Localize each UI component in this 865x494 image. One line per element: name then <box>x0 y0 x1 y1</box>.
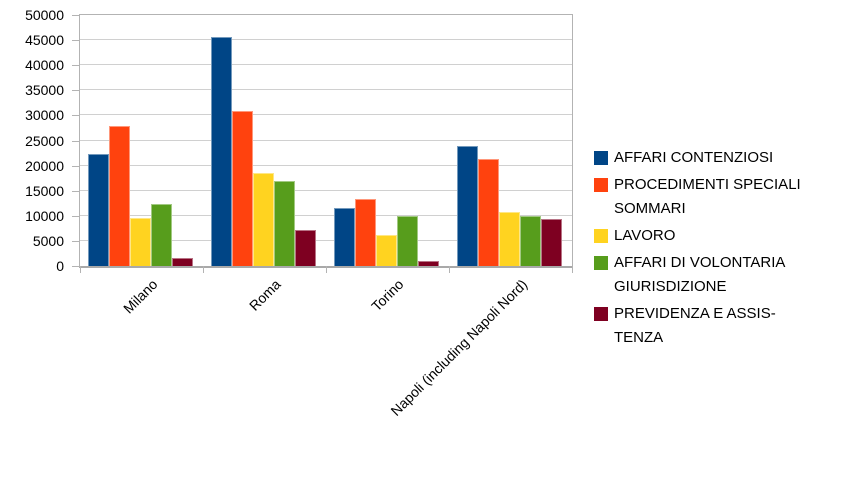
legend-item: PREVIDENZA E ASSIS- TENZA <box>594 302 864 350</box>
bar <box>541 219 562 266</box>
bar <box>499 212 520 266</box>
y-axis-tick <box>72 266 80 267</box>
bar <box>253 173 274 266</box>
legend-swatch <box>594 178 608 192</box>
bar <box>88 154 109 266</box>
gridline <box>80 239 572 241</box>
x-axis-tick <box>449 266 450 273</box>
x-axis-tick <box>203 266 204 273</box>
legend: AFFARI CONTENZIOSI PROCEDIMENTI SPECIALI S… <box>594 146 864 353</box>
y-axis-label: 30000 <box>25 107 64 124</box>
category-label: Napoli (including Napoli Nord) <box>386 276 530 419</box>
legend-item: AFFARI DI VOLONTARIA GIURISDIZIONE <box>594 251 864 299</box>
bar <box>151 204 172 266</box>
legend-swatch <box>594 229 608 243</box>
bar <box>172 258 193 266</box>
plot-area <box>79 14 573 268</box>
y-axis-label: 35000 <box>25 82 64 99</box>
category-label: Milano <box>120 276 161 317</box>
legend-item: LAVORO <box>594 224 864 248</box>
bar <box>520 216 541 266</box>
bar <box>232 111 253 266</box>
y-axis-tick <box>72 65 80 67</box>
y-axis-label: 45000 <box>25 32 64 49</box>
bar <box>478 159 499 266</box>
legend-label: AFFARI CONTENZIOSI <box>614 149 774 166</box>
y-axis-tick <box>72 90 80 92</box>
bar <box>295 230 316 266</box>
gridline <box>80 189 572 191</box>
y-axis-label: 40000 <box>25 57 64 74</box>
bar <box>355 199 376 266</box>
gridline <box>80 39 572 41</box>
y-axis-tick <box>72 15 80 16</box>
legend-label: PREVIDENZA E ASSIS- TENZA <box>614 305 776 346</box>
legend-label: LAVORO <box>614 227 676 244</box>
gridline <box>80 114 572 116</box>
bar <box>334 208 355 266</box>
bar <box>397 216 418 266</box>
legend-label: PROCEDIMENTI SPECIALI SOMMARI <box>614 176 801 217</box>
x-axis-tick <box>326 266 327 273</box>
y-axis-label: 20000 <box>25 157 64 174</box>
gridline <box>80 164 572 166</box>
y-axis-tick <box>72 115 80 117</box>
x-axis-tick <box>80 266 81 273</box>
gridline <box>80 139 572 141</box>
gridline <box>80 64 572 66</box>
gridline <box>80 214 572 216</box>
y-axis-label: 0 <box>56 258 64 274</box>
legend-item: PROCEDIMENTI SPECIALI SOMMARI <box>594 173 864 221</box>
legend-swatch <box>594 307 608 321</box>
y-axis-tick <box>72 40 80 42</box>
y-axis-tick <box>72 165 80 167</box>
bar <box>457 146 478 266</box>
y-axis-label: 5000 <box>32 232 64 249</box>
bar <box>274 181 295 266</box>
bar <box>109 126 130 266</box>
legend-item: AFFARI CONTENZIOSI <box>594 146 864 170</box>
y-axis-tick <box>72 190 80 192</box>
category-label: Roma <box>246 276 284 314</box>
bar <box>376 235 397 266</box>
bar <box>211 37 232 266</box>
y-axis-label: 50000 <box>25 7 64 23</box>
legend-label: AFFARI DI VOLONTARIA GIURISDIZIONE <box>614 254 786 295</box>
bar <box>130 218 151 266</box>
y-axis-label: 10000 <box>25 207 64 224</box>
bar <box>418 261 439 266</box>
legend-swatch <box>594 256 608 270</box>
gridline <box>80 89 572 91</box>
y-axis-label: 25000 <box>25 132 64 149</box>
y-axis-tick <box>72 140 80 142</box>
x-axis-tick <box>572 266 573 273</box>
y-axis-label: 15000 <box>25 182 64 199</box>
legend-swatch <box>594 151 608 165</box>
y-axis-tick <box>72 240 80 242</box>
category-label: Torino <box>368 276 407 315</box>
y-axis-tick <box>72 215 80 217</box>
